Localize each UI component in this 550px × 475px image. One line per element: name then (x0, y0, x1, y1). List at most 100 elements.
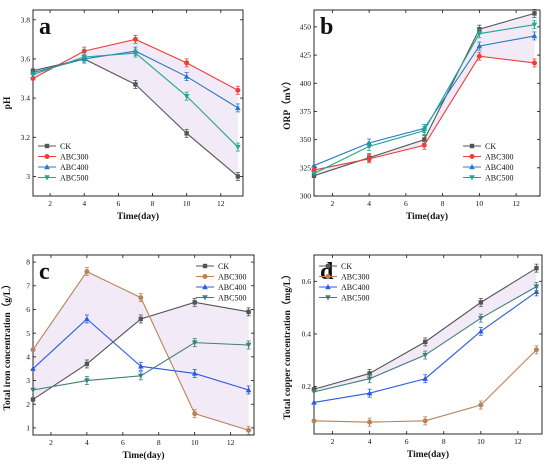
data-point (84, 269, 90, 275)
series-abc400 (30, 314, 252, 395)
data-point (81, 48, 87, 54)
legend-marker (44, 175, 50, 181)
data-point (422, 352, 429, 359)
x-tick-label: 8 (151, 199, 155, 208)
y-axis-label: Total iron concentration（g/L） (1, 280, 13, 411)
y-tick-label: 375 (300, 107, 312, 116)
legend-marker (325, 284, 331, 290)
series-line (313, 349, 537, 423)
x-tick-label: 12 (227, 438, 235, 447)
x-tick-label: 12 (217, 199, 225, 208)
legend-marker (325, 274, 331, 279)
shaded-band (33, 271, 249, 431)
series-ck (30, 297, 251, 402)
chart-panel-b: 2 4 6 8 10 12 300 325 350 375 400 425 450 Time(day) OR… (281, 8, 541, 222)
data-point (30, 387, 36, 393)
legend-label: CK (485, 142, 496, 151)
data-point (245, 342, 252, 348)
panel-letter: a (39, 14, 51, 40)
data-point (476, 43, 483, 49)
y-tick-label: 6 (26, 305, 30, 314)
legend-label: CK (341, 262, 352, 271)
x-tick-label: 2 (48, 199, 52, 208)
y-tick-label: 425 (300, 51, 312, 60)
x-tick-label: 10 (477, 437, 485, 446)
y-tick-label: 3.6 (21, 55, 31, 64)
data-point (421, 128, 428, 134)
data-point (423, 339, 428, 345)
data-point (191, 340, 198, 346)
data-point (367, 419, 373, 425)
legend-marker (469, 143, 475, 149)
y-tick-label: 3.4 (21, 94, 31, 103)
legend-marker (325, 263, 331, 269)
legend-label: ABC400 (341, 283, 369, 292)
x-tick-label: 10 (183, 199, 191, 208)
plot-frame (313, 254, 543, 435)
data-point (183, 93, 190, 100)
legend-label: ABC400 (485, 163, 513, 172)
legend-marker (202, 274, 208, 279)
data-point (235, 144, 241, 151)
data-point (138, 316, 144, 322)
data-point (311, 387, 317, 392)
x-tick-label: 6 (405, 437, 409, 446)
legend-label: ABC300 (341, 272, 369, 281)
legend-marker (469, 175, 475, 181)
data-point (421, 142, 427, 148)
y-axis-label: pH (3, 96, 13, 109)
x-tick-label: 4 (368, 437, 372, 446)
legend-label: ABC400 (60, 163, 88, 172)
data-point (531, 22, 538, 28)
data-point (184, 60, 190, 66)
plot-frame (313, 9, 541, 197)
y-tick-label: 0.6 (302, 277, 312, 286)
y-tick-label: 300 (300, 192, 312, 201)
data-point (477, 26, 482, 32)
data-point (235, 104, 241, 111)
x-tick-label: 6 (404, 199, 408, 208)
data-point (84, 378, 90, 384)
y-tick-label: 0.4 (302, 330, 312, 339)
legend-label: ABC300 (60, 152, 88, 161)
legend-label: ABC500 (485, 173, 513, 182)
data-point (534, 265, 539, 271)
data-point (531, 60, 537, 66)
data-point (311, 389, 317, 395)
data-point (138, 373, 144, 379)
data-point (138, 363, 144, 369)
series-abc400 (311, 287, 540, 405)
legend-marker (44, 143, 50, 149)
y-tick-label: 450 (300, 23, 312, 32)
data-point (30, 76, 36, 82)
series-abc300 (30, 34, 241, 95)
chart-panel-a: 2 4 6 8 10 12 3 3.2 3.4 3.6 3.8 Time(day) pH a CKABC30… (3, 9, 244, 222)
y-tick-label: 1 (26, 423, 30, 432)
data-point (191, 370, 198, 376)
legend-marker (469, 164, 475, 170)
y-tick-label: 5 (26, 329, 30, 338)
data-point (132, 50, 139, 57)
data-point (476, 53, 482, 59)
data-point (192, 300, 197, 305)
plot-frame (32, 254, 255, 436)
data-point (192, 411, 198, 417)
data-point (246, 427, 252, 433)
data-point (183, 73, 190, 79)
data-point (533, 347, 539, 353)
legend-marker (202, 263, 208, 269)
x-tick-label: 4 (82, 199, 86, 208)
series-abc500 (311, 282, 540, 395)
data-point (245, 387, 252, 393)
y-tick-label: 325 (300, 163, 312, 172)
legend-label: ABC500 (341, 293, 369, 302)
x-tick-label: 10 (191, 438, 199, 447)
data-point (132, 36, 138, 42)
data-point (138, 295, 144, 301)
series-abc500 (30, 48, 241, 152)
data-point (311, 171, 317, 177)
data-point (367, 371, 372, 376)
y-axis-label: Total copper concentration（mg/L） (281, 270, 293, 420)
